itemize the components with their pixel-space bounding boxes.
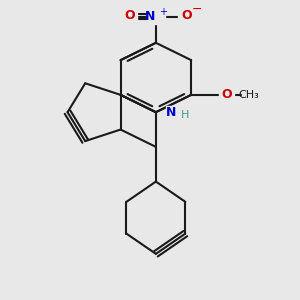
Text: H: H xyxy=(181,110,190,120)
Text: O: O xyxy=(182,9,192,22)
Text: CH₃: CH₃ xyxy=(238,90,259,100)
Bar xyxy=(219,89,234,100)
Bar xyxy=(166,106,181,118)
Text: +: + xyxy=(159,8,167,17)
Text: N: N xyxy=(165,106,176,119)
Text: O: O xyxy=(221,88,232,101)
Text: −: − xyxy=(191,3,202,16)
Text: N: N xyxy=(145,10,155,23)
Bar xyxy=(178,11,193,22)
Text: O: O xyxy=(124,9,135,22)
Bar xyxy=(147,10,165,24)
Bar xyxy=(122,11,137,22)
